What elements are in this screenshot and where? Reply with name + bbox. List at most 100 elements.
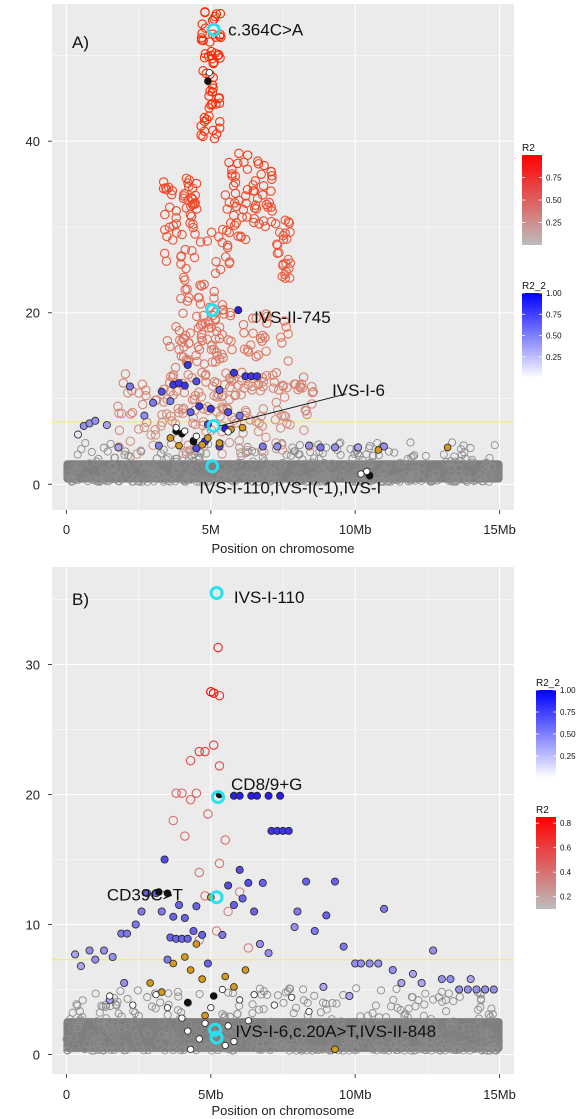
r2-point xyxy=(132,449,142,459)
r2-point xyxy=(194,867,205,878)
r2-point xyxy=(137,379,148,390)
r2-point xyxy=(230,390,240,401)
r2-2-point xyxy=(186,408,195,417)
panel-a: c.364C>A IVS-II-745 IVS-I-6 IVS-I-110,IVS-I… xyxy=(26,4,562,556)
r2-point xyxy=(250,200,261,210)
background-snp xyxy=(295,1036,304,1045)
background-snp xyxy=(384,477,393,486)
background-snp xyxy=(73,462,82,471)
background-snp xyxy=(418,466,427,475)
background-snp xyxy=(201,1043,210,1052)
r2-point xyxy=(194,387,204,398)
background-snp xyxy=(143,1046,153,1055)
gold-point xyxy=(331,1045,339,1054)
r2-point xyxy=(259,160,269,171)
x-tick-label: 5Mb xyxy=(198,1087,223,1102)
r2-point xyxy=(178,403,189,414)
background-snp xyxy=(190,465,199,474)
r2-point xyxy=(181,263,191,274)
legend-title: R2_2 xyxy=(536,678,560,689)
r2-point xyxy=(185,794,196,805)
r2-2-point xyxy=(157,907,166,916)
background-snp xyxy=(492,1046,501,1055)
r2-point xyxy=(277,271,287,282)
background-snp xyxy=(411,1002,420,1011)
background-snp xyxy=(147,473,156,482)
r2-point xyxy=(236,389,246,400)
r2-2-point xyxy=(183,934,192,943)
r2-2-point xyxy=(123,929,132,938)
background-snp xyxy=(142,1028,151,1037)
background-snp xyxy=(106,439,115,448)
r2-point xyxy=(234,195,244,206)
background-snp xyxy=(419,1032,428,1041)
r2-2-point xyxy=(91,955,100,964)
r2-point xyxy=(139,422,150,433)
r2-point xyxy=(280,228,290,238)
white-point xyxy=(184,1027,192,1035)
r2-point xyxy=(285,227,295,237)
background-snp xyxy=(82,1040,92,1049)
background-snp xyxy=(121,447,130,456)
background-snp xyxy=(164,453,173,462)
background-snp xyxy=(268,460,278,469)
background-snp xyxy=(69,1033,78,1042)
background-snp xyxy=(76,461,85,470)
colorbar-legend: R2_2 0.25 0.50 0.75 1.00 xyxy=(522,281,562,378)
r2-point xyxy=(199,279,209,290)
r2-point xyxy=(146,430,156,440)
r2-point xyxy=(284,273,295,283)
background-snp xyxy=(201,460,210,469)
background-snp xyxy=(376,1039,385,1048)
r2-2-point xyxy=(235,791,244,800)
white-point xyxy=(363,467,371,476)
r2-point xyxy=(264,197,275,208)
r2-2-point xyxy=(258,878,267,887)
background-snp xyxy=(460,1040,469,1049)
r2-point xyxy=(261,199,272,210)
r2-point xyxy=(268,370,278,380)
r2-point xyxy=(211,926,222,936)
background-snp xyxy=(469,1032,478,1041)
background-snp xyxy=(450,477,459,486)
background-snp xyxy=(375,1023,384,1033)
r2-point xyxy=(120,369,131,379)
r2-point xyxy=(217,449,227,459)
r2-2-point xyxy=(154,441,163,450)
background-snp xyxy=(356,1025,365,1034)
r2-point xyxy=(229,198,240,208)
legend-tick-label: 0.25 xyxy=(560,752,576,761)
background-snp xyxy=(433,476,442,485)
r2-point xyxy=(209,286,219,297)
r2-point xyxy=(196,392,207,402)
y-tick-label: 20 xyxy=(26,788,40,803)
r2-2-point xyxy=(310,927,319,936)
r2-point xyxy=(211,347,222,358)
background-snp xyxy=(429,995,438,1004)
background-snp xyxy=(322,476,331,485)
r2-2-point xyxy=(264,949,273,958)
r2-2-point xyxy=(198,930,207,939)
background-snp xyxy=(375,1013,384,1022)
r2-point xyxy=(204,111,214,121)
r2-2-point xyxy=(192,902,201,911)
r2-point xyxy=(247,313,258,324)
r2-point xyxy=(274,385,284,395)
background-snp xyxy=(316,1008,325,1017)
background-snp xyxy=(320,458,329,468)
background-snp xyxy=(100,468,109,477)
background-snp xyxy=(290,1022,299,1032)
r2-point xyxy=(185,755,196,766)
r2-2-point xyxy=(224,408,233,417)
r2-2-point xyxy=(235,411,244,420)
r2-point xyxy=(189,394,200,404)
background-snp xyxy=(97,1017,106,1027)
background-snp xyxy=(75,1007,84,1016)
background-snp xyxy=(102,1023,112,1032)
r2-2-point xyxy=(330,877,339,886)
r2-2-point xyxy=(206,404,215,413)
r2-point xyxy=(190,199,200,210)
r2-point xyxy=(190,390,201,401)
background-snp xyxy=(462,476,471,485)
gold-point xyxy=(192,940,201,948)
